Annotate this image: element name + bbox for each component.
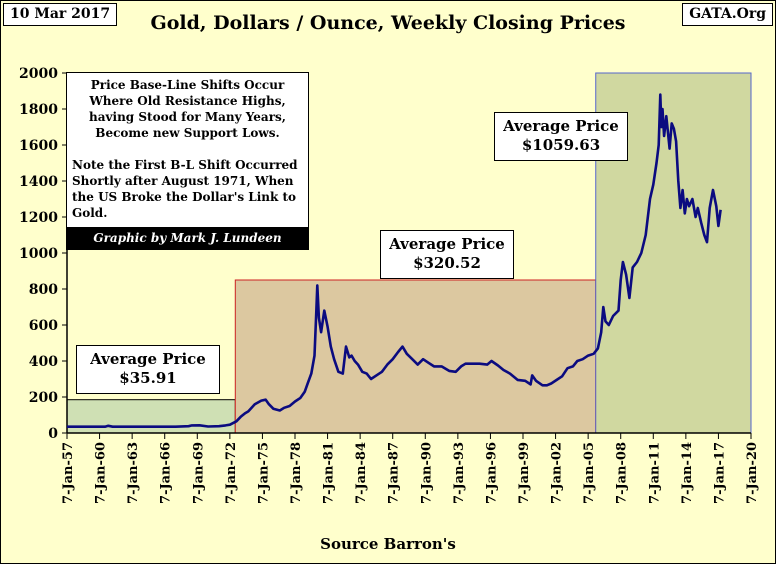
note-annotation: Price Base-Line Shifts Occur Where Old R… xyxy=(66,72,309,250)
y-tick-label: 1800 xyxy=(19,102,58,118)
y-tick-label: 1400 xyxy=(19,174,58,190)
source-site-label: GATA.Org xyxy=(682,3,773,26)
y-axis: 0 200 400 600 800 1000 1200 1400 1600 1800 2000 xyxy=(19,66,68,442)
x-tick-label: 7-Jan-69 xyxy=(191,442,206,504)
y-tick-label: 800 xyxy=(29,282,58,298)
y-tick-label: 1600 xyxy=(19,138,58,154)
x-tick-label: 7-Jan-72 xyxy=(224,442,239,504)
y-tick-label: 400 xyxy=(29,354,58,370)
x-tick-label: 7-Jan-17 xyxy=(712,442,727,504)
average-region-1 xyxy=(66,399,236,434)
gold-price-line xyxy=(67,93,722,428)
x-tick-label: 7-Jan-63 xyxy=(126,442,141,504)
average-price-value-2: $320.52 xyxy=(413,254,481,272)
average-price-box-3: Average Price $1059.63 xyxy=(494,112,628,161)
x-axis: 7-Jan-57 7-Jan-60 7-Jan-63 7-Jan-66 7-Jan-69… xyxy=(61,432,760,504)
y-tick-label: 1200 xyxy=(19,210,58,226)
credit-label: Graphic by Mark J. Lundeen xyxy=(67,227,308,249)
y-tick-label: 0 xyxy=(48,426,58,442)
y-tick-label: 2000 xyxy=(19,66,58,82)
note-text-2: Note the First B-L Shift Occurred Shortl… xyxy=(72,158,298,220)
x-tick-label: 7-Jan-96 xyxy=(484,442,499,504)
average-price-box-1: Average Price $35.91 xyxy=(76,345,220,394)
average-region-2 xyxy=(234,279,597,434)
average-price-box-2: Average Price $320.52 xyxy=(380,230,514,279)
x-tick-label: 7-Jan-57 xyxy=(61,442,76,504)
date-label: 10 Mar 2017 xyxy=(3,3,118,26)
note-text-1: Price Base-Line Shifts Occur Where Old R… xyxy=(89,78,286,140)
y-tick-label: 600 xyxy=(29,318,58,334)
x-tick-label: 7-Jan-78 xyxy=(289,442,304,504)
x-tick-label: 7-Jan-90 xyxy=(419,442,434,504)
x-tick-label: 7-Jan-02 xyxy=(550,442,565,504)
source-label: Source Barron's xyxy=(320,535,456,553)
average-price-label-2: Average Price xyxy=(389,235,505,253)
average-price-value-1: $35.91 xyxy=(119,369,177,387)
x-tick-label: 7-Jan-05 xyxy=(582,442,597,504)
y-tick-label: 200 xyxy=(29,390,58,406)
x-tick-label: 7-Jan-11 xyxy=(647,442,662,504)
average-price-label-3: Average Price xyxy=(503,117,619,135)
average-price-label-1: Average Price xyxy=(90,350,206,368)
x-tick-label: 7-Jan-14 xyxy=(680,442,695,504)
x-tick-label: 7-Jan-99 xyxy=(517,442,532,504)
x-tick-label: 7-Jan-60 xyxy=(94,442,109,504)
average-price-value-3: $1059.63 xyxy=(521,136,601,154)
x-tick-label: 7-Jan-81 xyxy=(322,442,337,504)
x-tick-label: 7-Jan-08 xyxy=(615,442,630,504)
x-tick-label: 7-Jan-20 xyxy=(745,442,760,504)
x-tick-label: 7-Jan-75 xyxy=(256,442,271,504)
x-tick-label: 7-Jan-84 xyxy=(354,442,369,504)
x-tick-label: 7-Jan-93 xyxy=(452,442,467,504)
chart-title: Gold, Dollars / Ounce, Weekly Closing Pr… xyxy=(150,12,626,34)
x-tick-label: 7-Jan-87 xyxy=(387,442,402,504)
y-tick-label: 1000 xyxy=(19,246,58,262)
x-tick-label: 7-Jan-66 xyxy=(159,442,174,504)
